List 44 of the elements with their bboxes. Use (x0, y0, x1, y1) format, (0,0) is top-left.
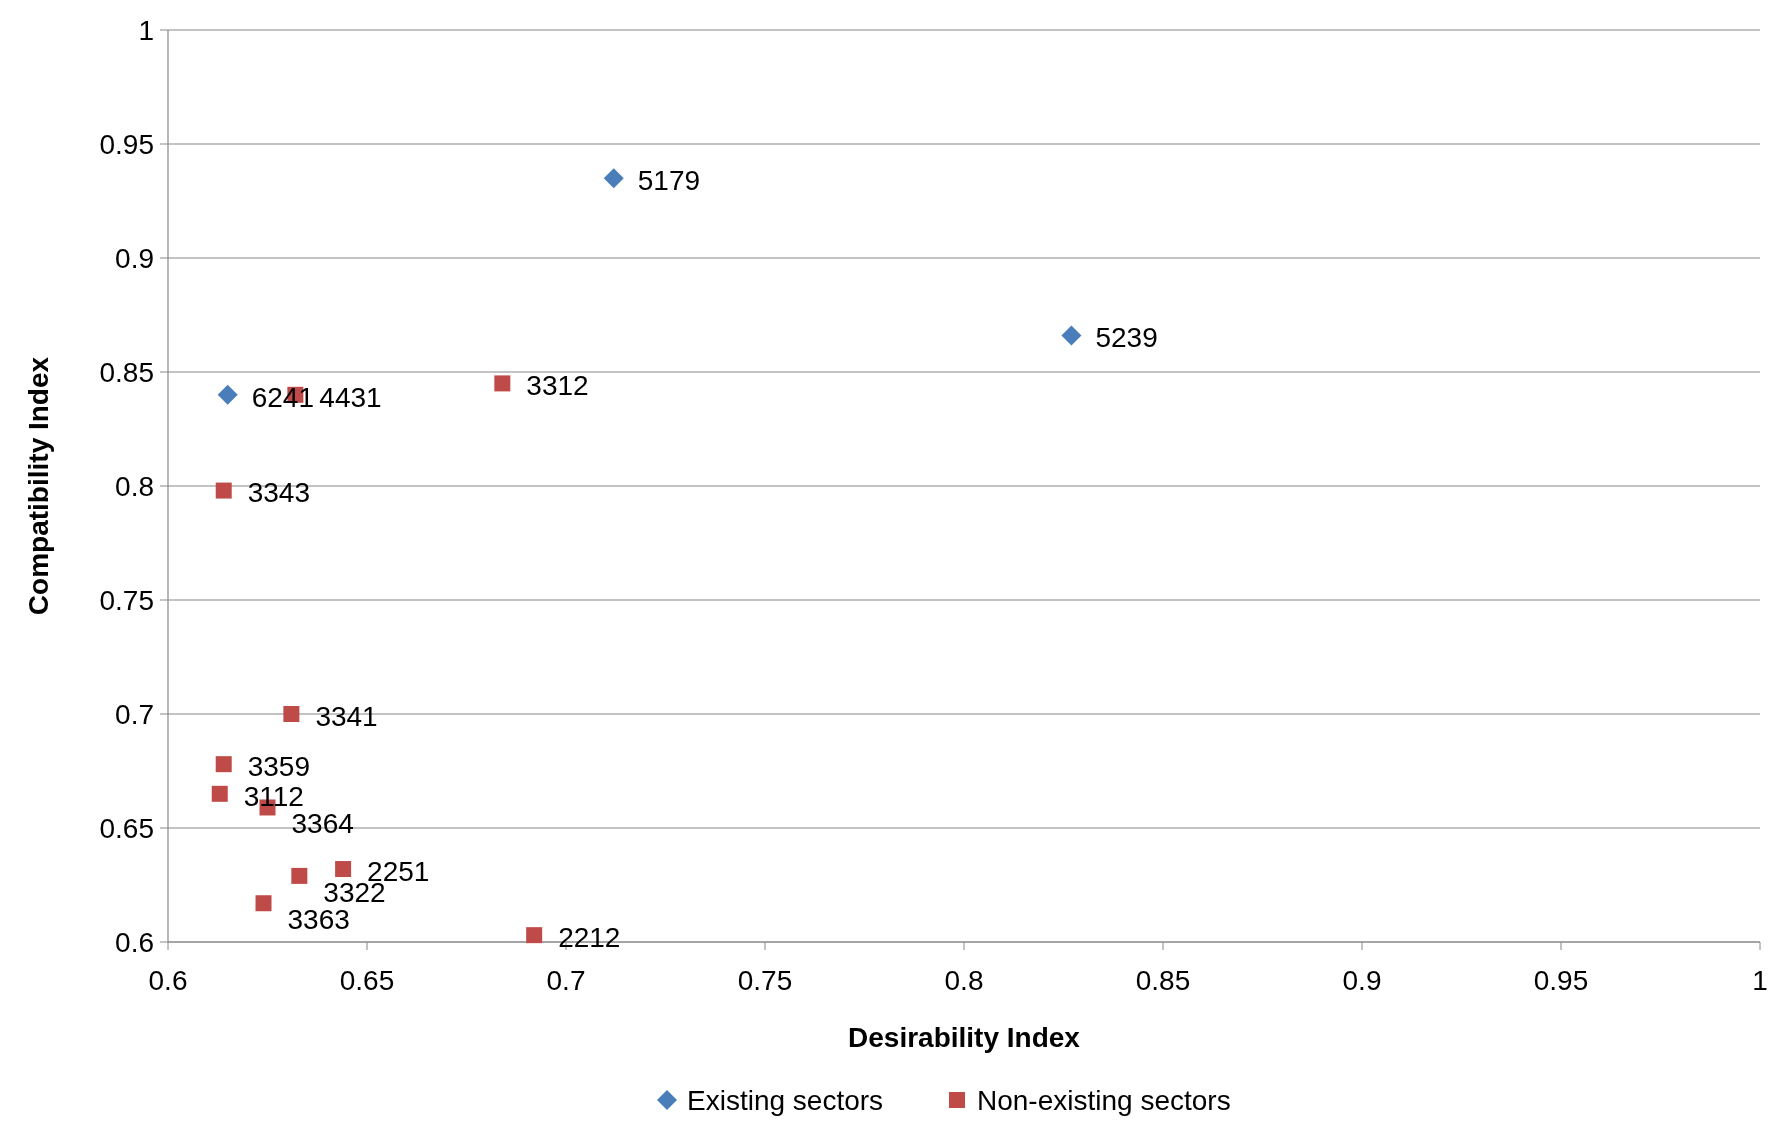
annotation: 5179 (637, 165, 701, 196)
point (291, 867, 308, 884)
y-tick-label: 0.95 (99, 128, 154, 160)
y-tick-label: 0.85 (99, 356, 154, 388)
x-tick-label: 1 (1752, 965, 1768, 996)
y-tick-label: 0.9 (115, 242, 154, 274)
y-axis-title: Compatibility Index (23, 356, 54, 616)
annotation: 6241 (251, 381, 314, 413)
point (494, 375, 511, 392)
point (283, 706, 300, 722)
point (1061, 325, 1082, 346)
point (215, 482, 232, 499)
x-tick-label: 0.95 (1533, 965, 1589, 996)
y-tick-label: 0.75 (99, 584, 154, 616)
x-tick-label: 0.85 (1135, 965, 1191, 996)
y-tick-label: 0.8 (115, 470, 154, 502)
legend-label: Existing sectors (687, 1084, 884, 1116)
x-tick-label: 0.8 (944, 965, 984, 996)
annotation: 3363 (287, 904, 350, 936)
x-axis-title: Desirability Index (848, 1022, 1081, 1053)
point (526, 927, 543, 944)
annotation: 3343 (247, 477, 311, 509)
annotation: 4431 (319, 381, 382, 413)
y-tick-label: 1 (138, 14, 154, 46)
annotation: 3341 (315, 700, 378, 732)
annotation: 2212 (558, 921, 621, 953)
point (335, 861, 352, 878)
x-tick-label: 0.75 (737, 965, 793, 996)
x-tick-label: 0.6 (148, 965, 188, 996)
legend-label: Non-existing sectors (977, 1084, 1231, 1116)
annotation: 3312 (526, 370, 589, 402)
y-tick-label: 0.7 (115, 698, 154, 730)
point (215, 756, 232, 773)
annotation: 3359 (247, 750, 311, 782)
x-tick-label: 0.9 (1342, 965, 1382, 996)
annotation: 5239 (1095, 322, 1158, 354)
x-tick-label: 0.65 (339, 965, 395, 996)
point (217, 384, 238, 405)
point (211, 785, 228, 802)
point (603, 168, 624, 189)
point (255, 895, 272, 912)
y-tick-label: 0.6 (115, 926, 154, 958)
y-tick-label: 0.65 (99, 812, 154, 844)
x-tick-label: 0.7 (546, 965, 586, 996)
